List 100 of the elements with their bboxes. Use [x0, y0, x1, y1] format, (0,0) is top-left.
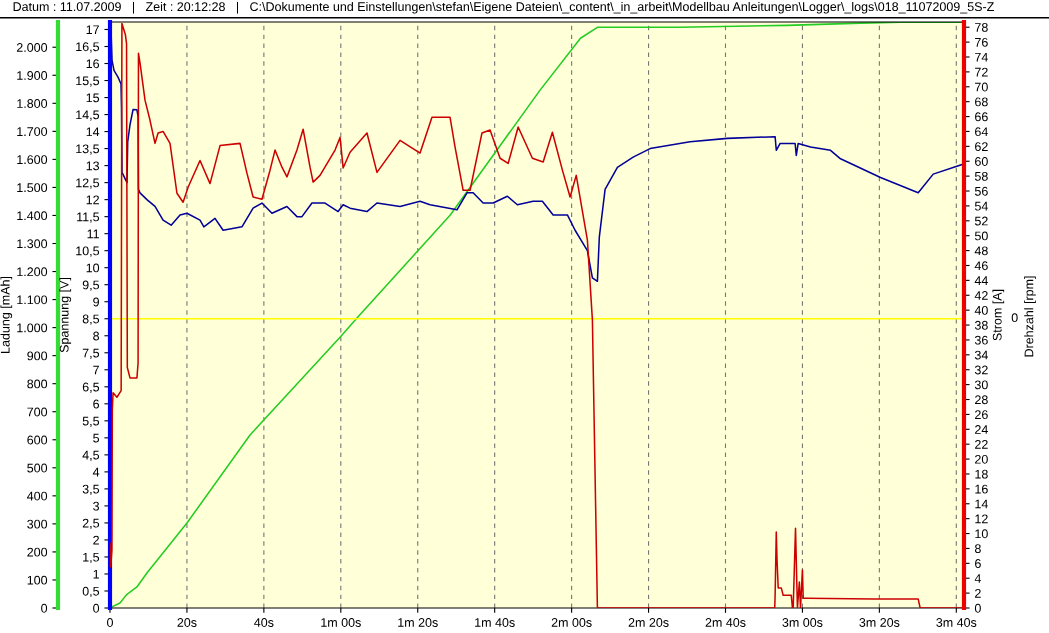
y3-tick-label: 6 — [975, 559, 981, 568]
y3-tick-label: 68 — [975, 97, 988, 107]
x-tick-label: 0 — [107, 618, 113, 627]
y-tick-label: 100 — [27, 575, 48, 585]
y3-tick-label: 70 — [975, 82, 988, 92]
y3-tick-label: 74 — [975, 52, 988, 62]
y2-tick-label: 4,5 — [82, 450, 100, 461]
y2-tick-label: 16 — [86, 59, 100, 69]
y-tick-label: 400 — [27, 491, 48, 501]
y2-tick-label: 10,5 — [76, 246, 100, 257]
y2-tick-label: 6,5 — [82, 382, 100, 393]
x-tick-label: 3m 40s — [936, 618, 977, 627]
y2-tick-label: 4 — [92, 467, 100, 477]
y-tick-label: 300 — [27, 519, 48, 529]
y3-tick-label: 42 — [974, 291, 988, 300]
y2-tick-label: 15 — [86, 93, 100, 103]
y-tick-label: 1.600 — [17, 155, 48, 165]
y3-tick-label: 64 — [975, 127, 988, 137]
y2-tick-label: 3 — [93, 501, 100, 511]
y3-tick-label: 4 — [974, 574, 981, 583]
y3-tick-label: 44 — [974, 276, 988, 285]
text: Drehzahl [rpm] — [1024, 276, 1036, 357]
y3-tick-label: 50 — [974, 231, 988, 241]
y2-tick-label: 16,5 — [76, 42, 100, 53]
y3-tick-label: 10 — [975, 529, 988, 539]
y-tick-label: 1.700 — [17, 127, 48, 136]
y2-tick-label: 8,5 — [82, 314, 100, 325]
x-tick-label: 2m 40s — [705, 618, 746, 627]
y2-tick-label: 12,5 — [76, 178, 100, 189]
y-tick-label: 500 — [27, 463, 48, 473]
y3-tick-label: 32 — [974, 365, 988, 375]
text: Datum : 11.07.2009 | Zeit : 20:12:28 | C:\Dokumente und Einstellungen\stefan\Eigene Dateien\_content\_in_arbeit\Modellbau Anleitungen\Logger\_logs\018_11072009_5S-Z — [13, 1, 994, 14]
y2-tick-label: 0,5 — [82, 586, 100, 598]
y3-tick-label: 40 — [974, 305, 988, 315]
y3-tick-label: 26 — [975, 410, 988, 420]
y-tick-label: 0 — [41, 603, 48, 613]
y2-tick-label: 5 — [93, 433, 100, 443]
y2-tick-label: 5,5 — [82, 416, 100, 427]
y3-tick-label: 20 — [975, 454, 988, 464]
y3-tick-label: 46 — [974, 261, 988, 271]
y-axis-title: Ladung [mAh] — [0, 276, 13, 353]
y3-tick-label: 56 — [974, 186, 988, 196]
y2-tick-label: 2,5 — [82, 518, 100, 530]
y3-tick-label: 24 — [975, 425, 988, 434]
y-tick-label: 700 — [27, 407, 48, 417]
y2-tick-label: 7,5 — [82, 348, 100, 359]
y3-tick-label: 62 — [975, 142, 988, 151]
text: 0 — [1011, 313, 1018, 323]
y3-tick-label: 12 — [975, 514, 988, 524]
y3-tick-label: 18 — [975, 469, 988, 479]
y3-tick-label: 22 — [975, 439, 988, 449]
y3-tick-label: 14 — [975, 499, 988, 509]
y-tick-label: 1.500 — [17, 183, 48, 193]
y3-tick-label: 48 — [974, 246, 988, 256]
y-tick-label: 600 — [27, 435, 48, 445]
y3-tick-label: 54 — [974, 201, 988, 211]
y3-tick-label: 34 — [974, 350, 988, 360]
x-tick-label: 3m 20s — [859, 618, 900, 627]
y3-tick-label: 38 — [974, 320, 988, 330]
y2-tick-label: 6 — [93, 399, 100, 409]
y3-tick-label: 8 — [974, 544, 981, 554]
y3-tick-label: 0 — [974, 603, 981, 613]
y2-tick-label: 15,5 — [76, 76, 100, 87]
y-tick-label: 800 — [27, 379, 48, 389]
y-tick-label: 900 — [27, 351, 48, 361]
y-tick-label: 1.200 — [17, 267, 48, 277]
x-tick-label: 1m 40s — [475, 618, 515, 627]
y2-tick-label: 12 — [86, 195, 99, 205]
y2-tick-label: 13 — [86, 161, 100, 171]
y2-tick-label: 9,5 — [82, 280, 100, 291]
y2-tick-label: 7 — [93, 365, 99, 375]
y3-tick-label: 30 — [974, 380, 988, 390]
y2-tick-label: 8 — [93, 331, 100, 341]
y2-tick-label: 14,5 — [76, 110, 100, 121]
y2-tick-label: 1 — [93, 569, 99, 579]
y-tick-label: 1.400 — [17, 211, 48, 221]
y2-tick-label: 2 — [93, 535, 99, 545]
y3-tick-label: 28 — [975, 395, 988, 405]
y-tick-label: 1.300 — [17, 239, 48, 249]
y2-tick-label: 11 — [87, 229, 99, 239]
y2-tick-label: 1,5 — [83, 552, 100, 564]
y3-tick-label: 60 — [975, 157, 988, 166]
y2-axis-title: Spannung [V] — [59, 278, 72, 353]
y3-tick-label: 72 — [975, 67, 988, 77]
y2-tick-label: 14 — [86, 127, 100, 137]
x-tick-label: 1m 20s — [398, 618, 438, 627]
y-tick-label: 1.000 — [17, 323, 48, 333]
y3-axis-title: Strom [A] — [992, 289, 1005, 341]
y3-tick-label: 58 — [974, 171, 988, 181]
y3-tick-label: 16 — [975, 484, 988, 494]
x-tick-label: 2m 20s — [628, 618, 669, 627]
x-tick-label: 2m 00s — [551, 618, 592, 627]
y3-tick-label: 52 — [974, 216, 988, 226]
y3-tick-label: 2 — [975, 588, 981, 598]
y2-tick-label: 13,5 — [76, 144, 100, 155]
y2-tick-label: 17 — [86, 25, 99, 35]
y-tick-label: 1.800 — [17, 99, 48, 108]
y-tick-label: 200 — [27, 547, 48, 557]
y2-tick-label: 10 — [86, 263, 100, 273]
y-tick-label: 1.900 — [17, 71, 48, 80]
